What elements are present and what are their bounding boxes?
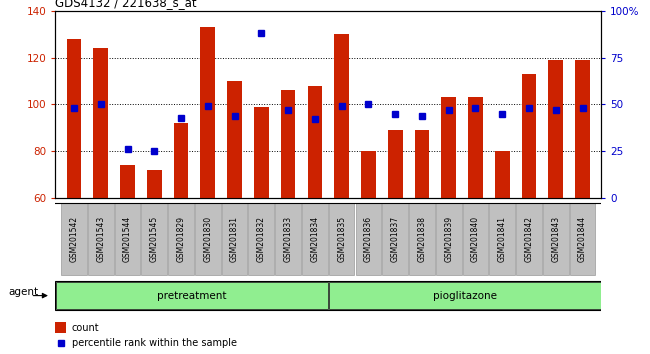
- Bar: [147, 170, 162, 198]
- Text: GSM201835: GSM201835: [337, 216, 346, 262]
- Bar: [200, 27, 215, 198]
- Bar: [67, 39, 81, 198]
- Bar: [142, 202, 167, 275]
- Bar: [463, 202, 488, 275]
- Text: GDS4132 / 221638_s_at: GDS4132 / 221638_s_at: [55, 0, 197, 10]
- Bar: [56, 282, 328, 309]
- Bar: [88, 202, 114, 275]
- Bar: [543, 202, 569, 275]
- Text: GSM201844: GSM201844: [578, 216, 587, 262]
- Bar: [522, 74, 536, 198]
- Text: GSM201543: GSM201543: [96, 216, 105, 262]
- Bar: [441, 97, 456, 198]
- Text: GSM201840: GSM201840: [471, 216, 480, 262]
- Bar: [94, 48, 108, 198]
- Bar: [495, 152, 510, 198]
- Text: GSM201542: GSM201542: [70, 216, 79, 262]
- Bar: [468, 97, 483, 198]
- Bar: [307, 86, 322, 198]
- Bar: [248, 202, 274, 275]
- Bar: [302, 202, 328, 275]
- Bar: [409, 202, 435, 275]
- Bar: [120, 165, 135, 198]
- Bar: [281, 90, 296, 198]
- Bar: [382, 202, 408, 275]
- Bar: [489, 202, 515, 275]
- Bar: [55, 322, 66, 333]
- Text: GSM201545: GSM201545: [150, 216, 159, 262]
- Text: GSM201841: GSM201841: [498, 216, 507, 262]
- Bar: [195, 202, 220, 275]
- Text: pioglitazone: pioglitazone: [433, 291, 497, 301]
- Bar: [569, 202, 595, 275]
- Bar: [549, 60, 563, 198]
- Text: percentile rank within the sample: percentile rank within the sample: [72, 338, 237, 348]
- Text: GSM201839: GSM201839: [444, 216, 453, 262]
- Text: GSM201842: GSM201842: [525, 216, 534, 262]
- Bar: [275, 202, 301, 275]
- Bar: [329, 282, 601, 309]
- Bar: [329, 202, 354, 275]
- Text: agent: agent: [8, 287, 38, 297]
- Text: GSM201832: GSM201832: [257, 216, 266, 262]
- Text: GSM201834: GSM201834: [310, 216, 319, 262]
- Text: GSM201829: GSM201829: [177, 216, 185, 262]
- Bar: [174, 123, 188, 198]
- Bar: [168, 202, 194, 275]
- Bar: [361, 152, 376, 198]
- Text: GSM201830: GSM201830: [203, 216, 213, 262]
- Bar: [227, 81, 242, 198]
- Bar: [516, 202, 542, 275]
- Text: GSM201843: GSM201843: [551, 216, 560, 262]
- Text: GSM201836: GSM201836: [364, 216, 373, 262]
- Bar: [334, 34, 349, 198]
- Bar: [114, 202, 140, 275]
- Bar: [254, 107, 268, 198]
- Bar: [61, 202, 87, 275]
- Text: GSM201544: GSM201544: [123, 216, 132, 262]
- Text: GSM201838: GSM201838: [417, 216, 426, 262]
- Bar: [388, 130, 402, 198]
- Bar: [356, 202, 382, 275]
- Text: GSM201837: GSM201837: [391, 216, 400, 262]
- Bar: [575, 60, 590, 198]
- Bar: [415, 130, 429, 198]
- Text: GSM201831: GSM201831: [230, 216, 239, 262]
- Text: pretreatment: pretreatment: [157, 291, 226, 301]
- Text: count: count: [72, 322, 99, 332]
- Bar: [222, 202, 248, 275]
- Text: GSM201833: GSM201833: [283, 216, 292, 262]
- Bar: [436, 202, 462, 275]
